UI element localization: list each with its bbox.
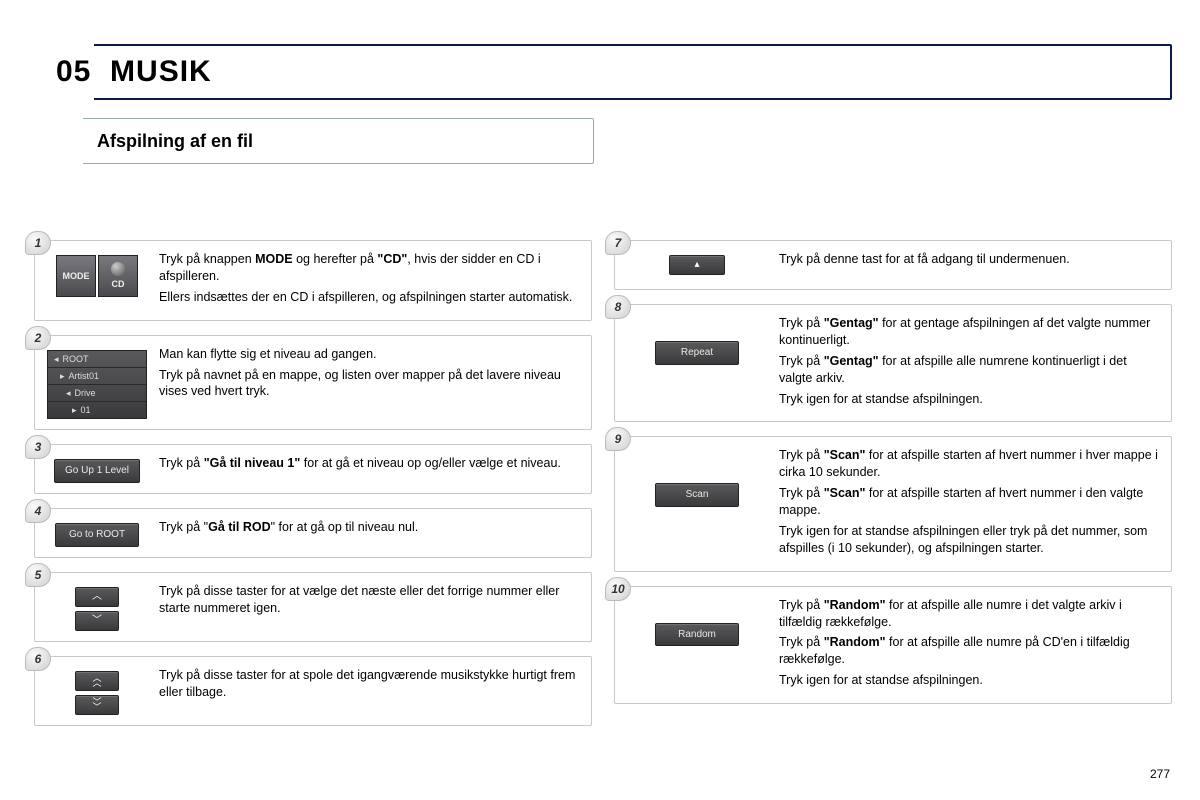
cd-button[interactable]: CD (98, 255, 138, 297)
rewind-button[interactable]: ﹀﹀ (75, 695, 119, 715)
submenu-button[interactable]: ▴ (669, 255, 725, 275)
step-number: 3 (25, 435, 51, 459)
subsection-header: Afspilning af en fil (34, 118, 594, 164)
step-8-text: Tryk på "Gentag" for at gentage afspilni… (779, 315, 1159, 411)
step-10: 10 Random Tryk på "Random" for at afspil… (614, 586, 1172, 704)
step-4-text: Tryk på "Gå til ROD" for at gå op til ni… (159, 519, 579, 540)
step-number: 10 (605, 577, 631, 601)
repeat-button[interactable]: Repeat (655, 341, 739, 365)
chevron-up-icon: ︿ (92, 590, 102, 604)
column-left: 1 MODE CD Tryk på knappen MODE og hereft… (34, 240, 592, 760)
double-chevron-down-icon: ﹀﹀ (92, 700, 101, 711)
folder-tree[interactable]: ROOT Artist01 Drive 01 (47, 350, 147, 420)
page-number: 277 (1150, 766, 1170, 782)
chevron-down-icon: ﹀ (92, 614, 102, 628)
step-1-text: Tryk på knappen MODE og herefter på "CD"… (159, 251, 579, 310)
double-chevron-up-icon: ︿︿ (92, 676, 101, 687)
scan-button[interactable]: Scan (655, 483, 739, 507)
step-6-text: Tryk på disse taster for at spole det ig… (159, 667, 579, 705)
step-4-icons: Go to ROOT (47, 519, 147, 547)
prev-track-button[interactable]: ︿ (75, 587, 119, 607)
section-header: 05 MUSIK (34, 44, 1172, 100)
step-9: 9 Scan Tryk på "Scan" for at afspille st… (614, 436, 1172, 571)
section-title: 05 MUSIK (56, 52, 212, 93)
step-8: 8 Repeat Tryk på "Gentag" for at gentage… (614, 304, 1172, 422)
step-6-icons: ︿︿ ﹀﹀ (47, 667, 147, 715)
step-3-text: Tryk på "Gå til niveau 1" for at gå et n… (159, 455, 579, 476)
step-5: 5 ︿ ﹀ Tryk på disse taster for at vælge … (34, 572, 592, 642)
step-number: 7 (605, 231, 631, 255)
step-7-text: Tryk på denne tast for at få adgang til … (779, 251, 1159, 272)
step-9-icons: Scan (627, 447, 767, 507)
random-button[interactable]: Random (655, 623, 739, 647)
section-number: 05 (56, 55, 91, 88)
step-number: 2 (25, 326, 51, 350)
disc-icon (111, 262, 125, 276)
step-number: 4 (25, 499, 51, 523)
step-6: 6 ︿︿ ﹀﹀ Tryk på disse taster for at spol… (34, 656, 592, 726)
go-up-button[interactable]: Go Up 1 Level (54, 459, 140, 483)
step-3: 3 Go Up 1 Level Tryk på "Gå til niveau 1… (34, 444, 592, 494)
step-number: 1 (25, 231, 51, 255)
step-5-text: Tryk på disse taster for at vælge det næ… (159, 583, 579, 621)
fast-forward-button[interactable]: ︿︿ (75, 671, 119, 691)
step-number: 8 (605, 295, 631, 319)
step-4: 4 Go to ROOT Tryk på "Gå til ROD" for at… (34, 508, 592, 558)
next-track-button[interactable]: ﹀ (75, 611, 119, 631)
section-title-text: MUSIK (110, 55, 212, 88)
step-9-text: Tryk på "Scan" for at afspille starten a… (779, 447, 1159, 560)
step-8-icons: Repeat (627, 315, 767, 365)
step-10-text: Tryk på "Random" for at afspille alle nu… (779, 597, 1159, 693)
subsection-title: Afspilning af en fil (97, 129, 253, 153)
step-7: 7 ▴ Tryk på denne tast for at få adgang … (614, 240, 1172, 290)
step-7-icons: ▴ (627, 251, 767, 275)
step-3-icons: Go Up 1 Level (47, 455, 147, 483)
mode-button[interactable]: MODE (56, 255, 96, 297)
step-number: 5 (25, 563, 51, 587)
step-number: 9 (605, 427, 631, 451)
step-10-icons: Random (627, 597, 767, 647)
step-2-icons: ROOT Artist01 Drive 01 (47, 346, 147, 420)
step-1-icons: MODE CD (47, 251, 147, 297)
column-right: 7 ▴ Tryk på denne tast for at få adgang … (614, 240, 1172, 760)
step-5-icons: ︿ ﹀ (47, 583, 147, 631)
go-root-button[interactable]: Go to ROOT (55, 523, 139, 547)
content-columns: 1 MODE CD Tryk på knappen MODE og hereft… (34, 240, 1172, 760)
step-2: 2 ROOT Artist01 Drive 01 Man kan flytte … (34, 335, 592, 431)
step-number: 6 (25, 647, 51, 671)
step-2-text: Man kan flytte sig et niveau ad gangen. … (159, 346, 579, 405)
step-1: 1 MODE CD Tryk på knappen MODE og hereft… (34, 240, 592, 321)
triangle-up-icon: ▴ (694, 258, 699, 272)
